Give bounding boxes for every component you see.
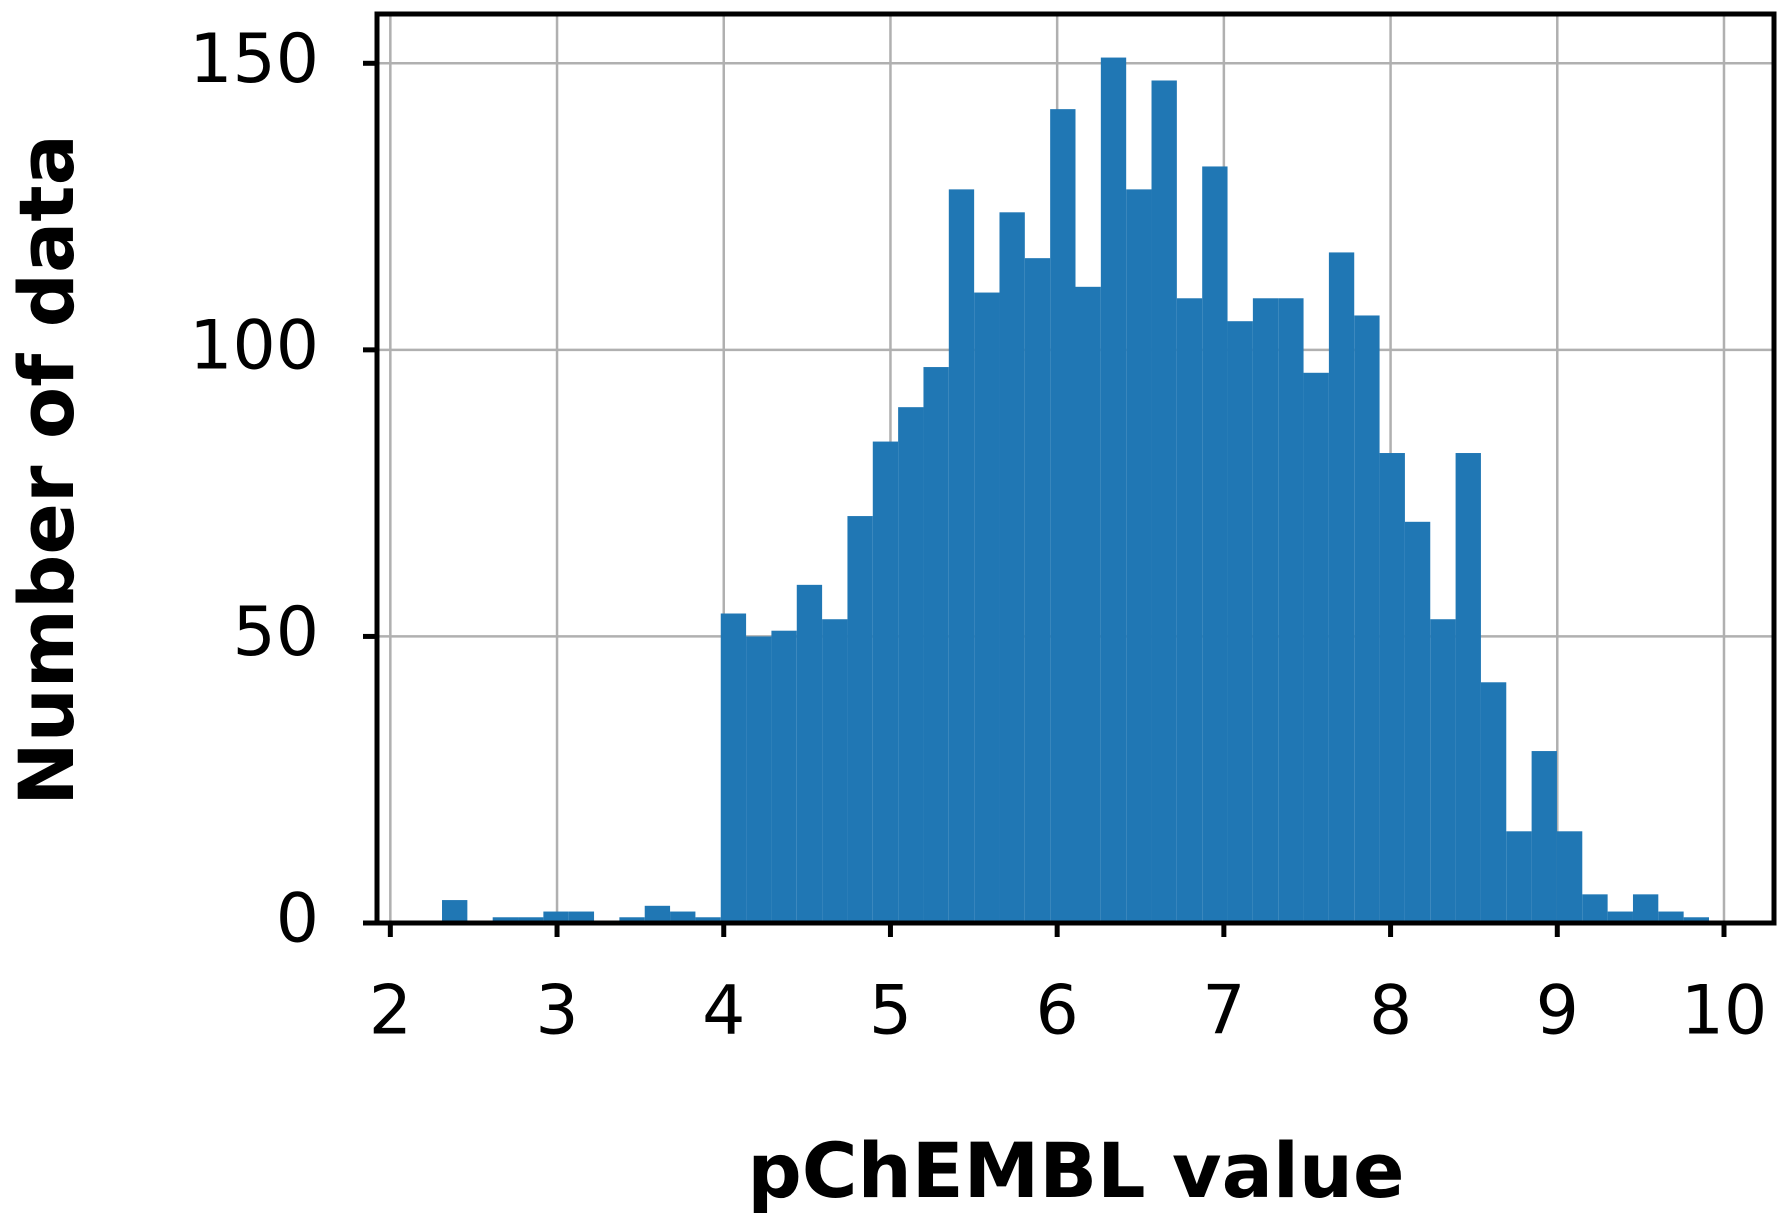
plot-frame [374,11,1777,926]
bar [619,917,645,923]
bar [1100,57,1127,923]
bar [1328,252,1355,924]
x-tick-label: 7 [1202,972,1245,1051]
x-tick-label: 2 [369,972,412,1051]
x-axis-label: pChEMBL value [747,1126,1404,1215]
bar [1176,298,1203,923]
bar [771,630,797,923]
bar [644,905,671,923]
bar [543,911,569,923]
bar [822,619,848,923]
bar [1632,894,1659,923]
x-tick-label: 10 [1681,972,1768,1051]
bar [1480,682,1507,923]
bar [1607,911,1633,923]
bar [1531,751,1557,923]
bar [1379,453,1405,923]
y-tick-label: 50 [232,593,319,672]
bar [518,917,544,923]
bar [1683,917,1709,923]
bar [1506,831,1532,923]
bar [923,367,949,924]
bar [948,189,975,923]
bar [1556,831,1583,923]
x-tick-label: 3 [535,972,578,1051]
bar [1354,315,1380,923]
x-tick-label: 6 [1036,972,1079,1051]
y-tick-label: 0 [276,880,319,959]
bar [720,613,747,923]
y-axis-label: Number of data [2,134,91,806]
bar [442,900,468,923]
bar [670,911,696,923]
bar [1455,453,1481,923]
x-tick-label: 8 [1369,972,1412,1051]
bar [746,636,772,923]
bar [1075,286,1101,923]
bar [974,292,1000,923]
bar [898,407,924,923]
y-tick-label: 150 [189,20,319,99]
bar [1252,298,1279,923]
bar [1227,321,1253,924]
bar [1658,911,1684,923]
x-tick-label: 9 [1536,972,1579,1051]
x-tick-label: 5 [869,972,912,1051]
bar [1126,189,1152,923]
bar [1430,619,1456,923]
x-tick-label: 4 [702,972,745,1051]
bar [1202,166,1228,924]
bar [1024,258,1051,924]
bar [568,911,595,923]
y-tick-label: 100 [189,306,319,385]
bar [1404,521,1431,923]
bar [1582,894,1608,923]
bar [847,516,873,923]
bar [1303,372,1329,923]
bar [492,917,519,923]
bar [872,441,899,923]
bar [695,917,721,923]
bar [1050,109,1076,923]
bar [1278,298,1304,923]
bar [999,212,1025,924]
bar [796,584,823,923]
bar [1151,80,1177,923]
